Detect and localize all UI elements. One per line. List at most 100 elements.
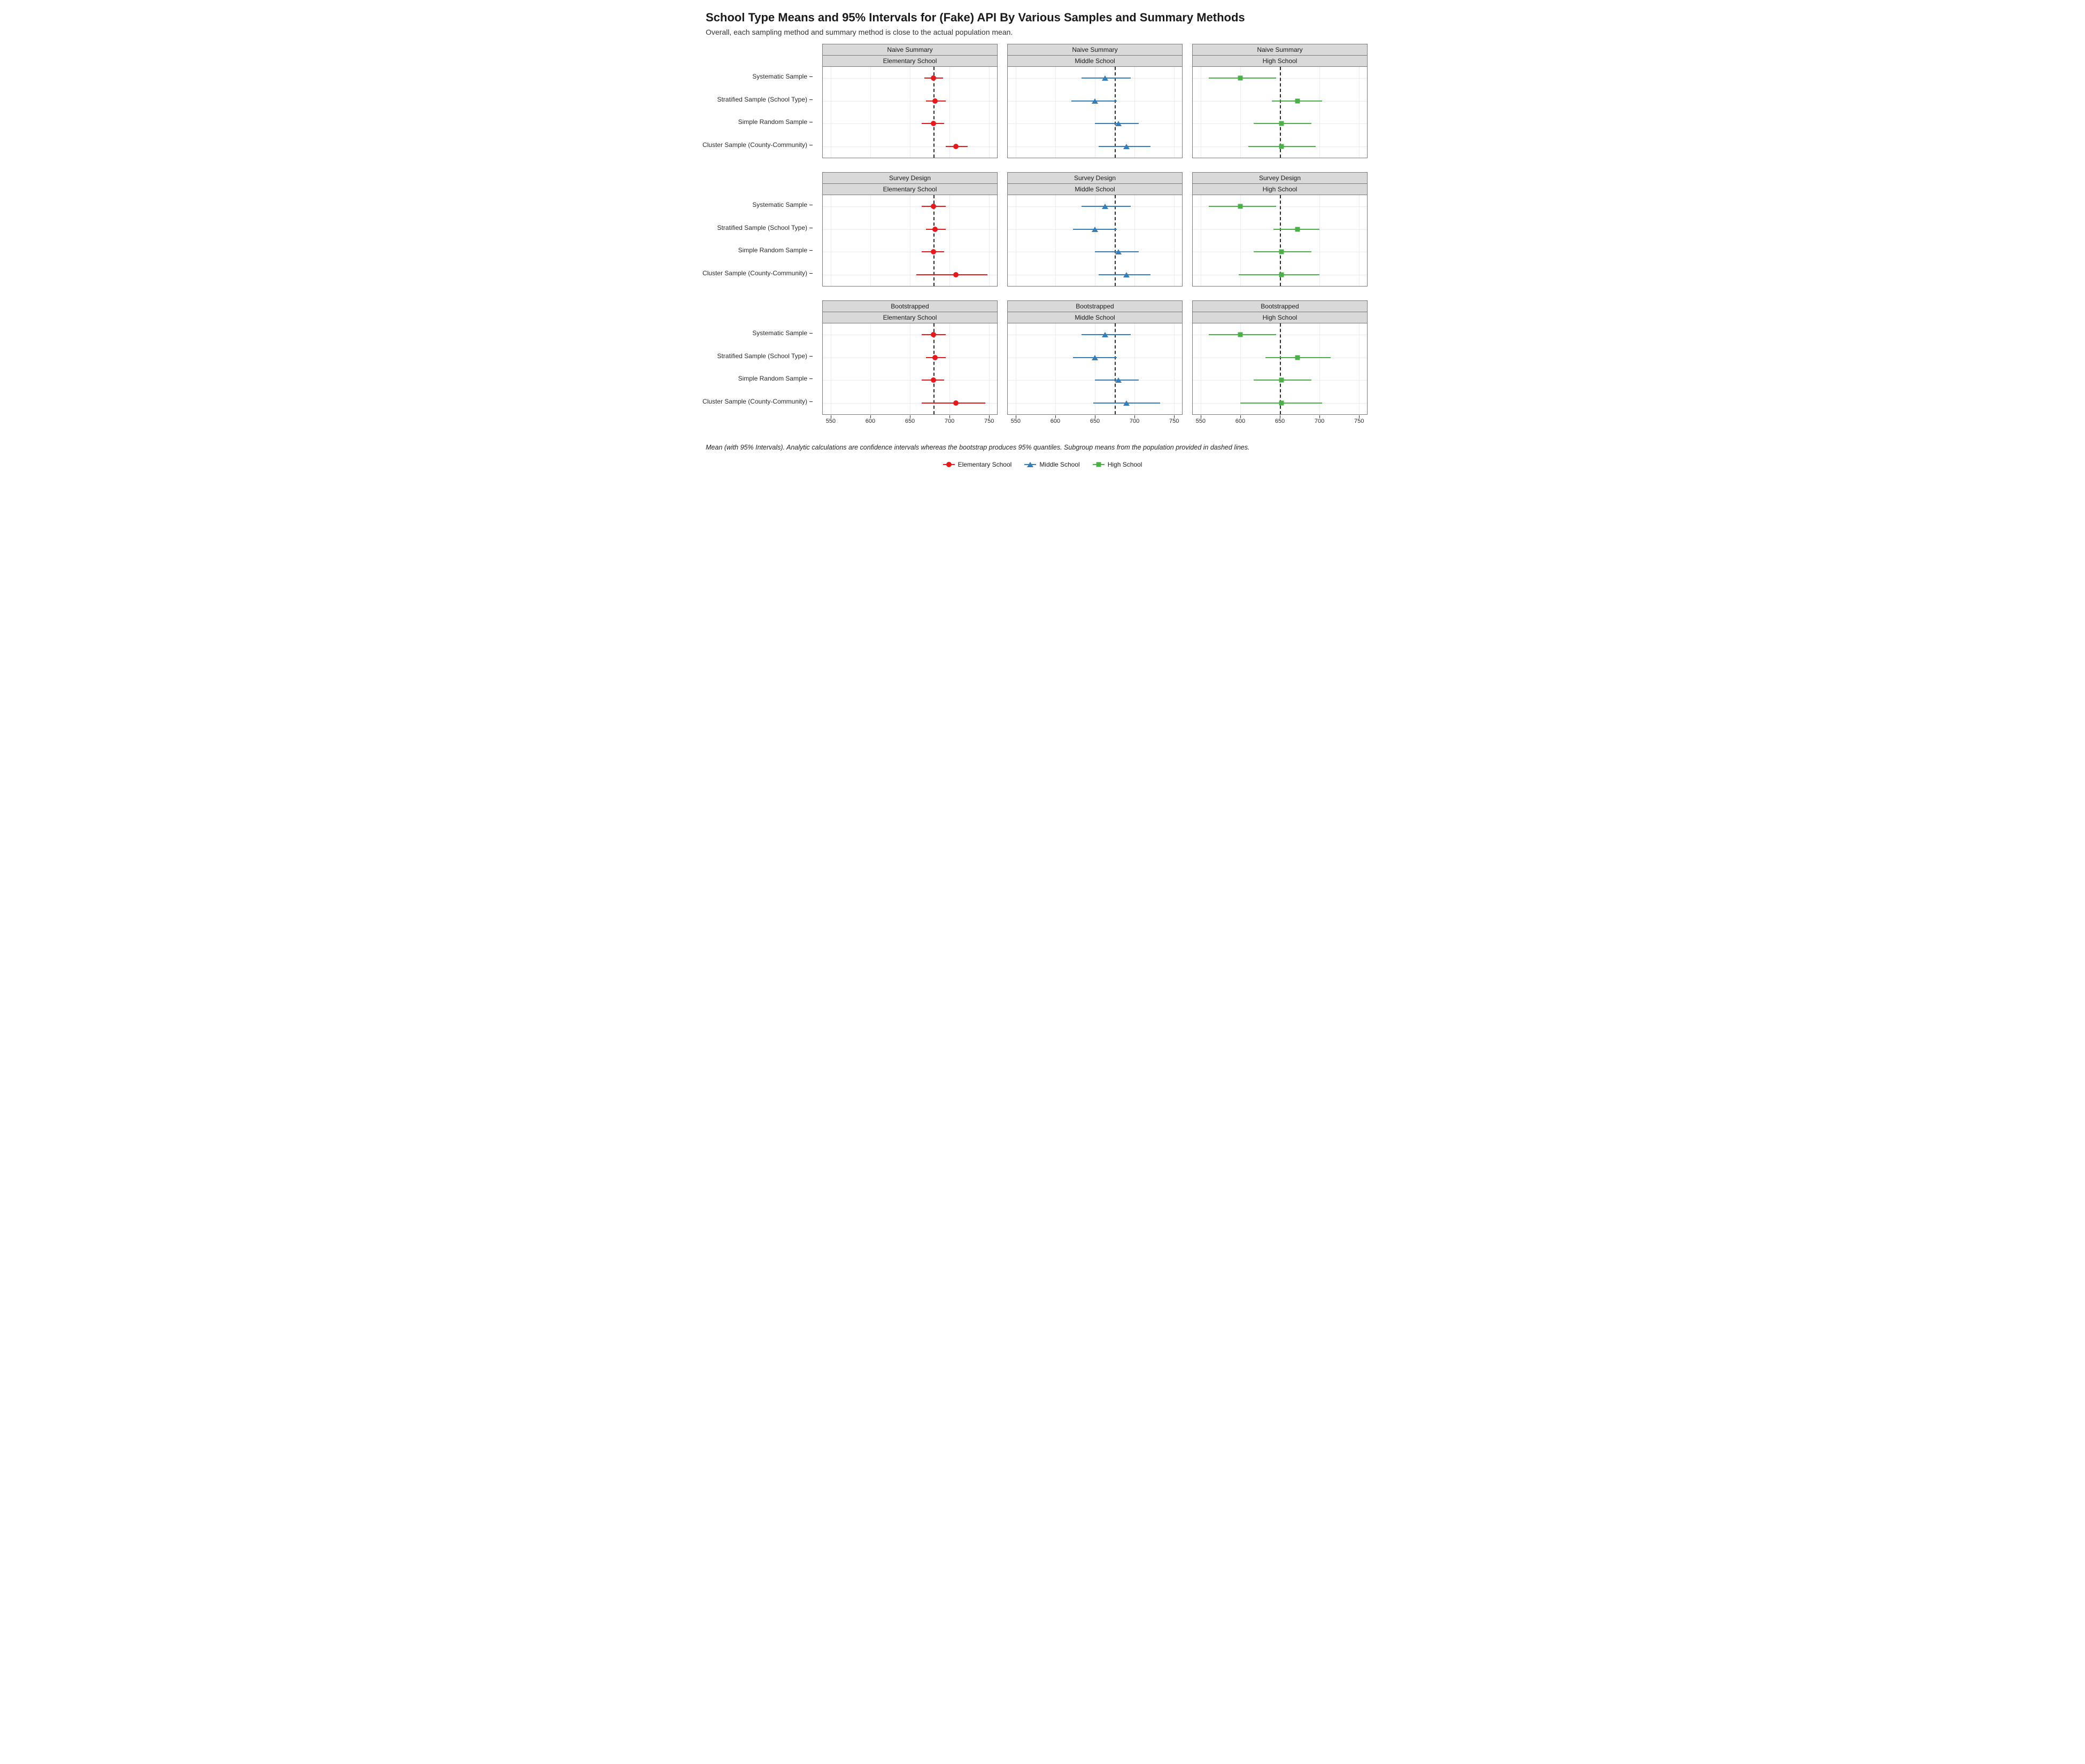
facet-panel: Survey DesignHigh School <box>1192 172 1368 287</box>
chart-subtitle: Overall, each sampling method and summar… <box>706 28 1379 36</box>
square-marker-icon <box>1238 76 1242 81</box>
x-tick-label: 650 <box>1275 418 1285 424</box>
square-marker-icon <box>1295 355 1300 360</box>
legend-label: Elementary School <box>958 461 1012 468</box>
x-tick-label: 600 <box>866 418 875 424</box>
plot-panel <box>1008 67 1182 158</box>
y-tick-label: Systematic Sample <box>752 201 807 208</box>
legend-label: High School <box>1108 461 1142 468</box>
y-tick-label: Simple Random Sample <box>738 246 807 254</box>
y-tick-label: Cluster Sample (County-Community) <box>702 141 807 149</box>
plot-panel <box>823 195 997 286</box>
legend-square-icon <box>1096 462 1101 467</box>
facet-strip-row: Bootstrapped <box>1008 301 1182 312</box>
square-marker-icon <box>1279 121 1284 126</box>
triangle-marker-icon <box>1092 355 1098 360</box>
facet-strip-col: Elementary School <box>823 312 997 323</box>
facet-strip-col: High School <box>1193 312 1367 323</box>
facet-strip-col: Middle School <box>1008 56 1182 67</box>
facet-strip-col: High School <box>1193 56 1367 67</box>
y-tick-label: Systematic Sample <box>752 73 807 80</box>
triangle-marker-icon <box>1092 98 1098 104</box>
facet-strip-row: Naive Summary <box>1008 44 1182 56</box>
plot-panel <box>1008 323 1182 414</box>
x-tick-label: 650 <box>1090 418 1100 424</box>
legend-triangle-icon <box>1027 462 1033 467</box>
square-marker-icon <box>1238 204 1242 209</box>
x-tick-label: 700 <box>1315 418 1324 424</box>
x-tick-label: 700 <box>1130 418 1139 424</box>
legend-item: Middle School <box>1024 461 1079 468</box>
plot-panel <box>1193 323 1367 414</box>
x-tick-label: 700 <box>945 418 954 424</box>
x-tick-label: 750 <box>1169 418 1179 424</box>
facet-strip-col: High School <box>1193 184 1367 195</box>
plot-panel <box>823 67 997 158</box>
y-tick-label: Cluster Sample (County-Community) <box>702 269 807 277</box>
y-axis-labels: Systematic Sample Stratified Sample (Scho… <box>706 172 813 285</box>
x-tick-label: 600 <box>1051 418 1060 424</box>
facet-strip-col: Elementary School <box>823 184 997 195</box>
chart-container: School Type Means and 95% Intervals for … <box>706 11 1379 469</box>
square-marker-icon <box>1279 400 1284 405</box>
square-marker-icon <box>1279 378 1284 383</box>
triangle-marker-icon <box>1102 75 1108 81</box>
y-tick-label: Stratified Sample (School Type) <box>717 352 807 360</box>
circle-marker-icon <box>931 377 936 383</box>
square-marker-icon <box>1279 144 1284 149</box>
triangle-marker-icon <box>1092 227 1098 232</box>
circle-marker-icon <box>931 121 936 126</box>
circle-marker-icon <box>931 75 936 81</box>
facet-strip-row: Naive Summary <box>823 44 997 56</box>
square-marker-icon <box>1295 98 1300 103</box>
facet-strip-col: Elementary School <box>823 56 997 67</box>
legend-label: Middle School <box>1039 461 1079 468</box>
facet-strip-row: Bootstrapped <box>1193 301 1367 312</box>
plot-panel <box>823 323 997 414</box>
circle-marker-icon <box>931 249 936 254</box>
legend-item: Elementary School <box>943 461 1012 468</box>
circle-marker-icon <box>953 144 959 149</box>
facet-strip-row: Survey Design <box>823 173 997 184</box>
plot-panel <box>1193 67 1367 158</box>
square-marker-icon <box>1295 227 1300 231</box>
triangle-marker-icon <box>1102 332 1108 337</box>
x-tick-label: 650 <box>905 418 915 424</box>
facet-strip-col: Middle School <box>1008 312 1182 323</box>
triangle-marker-icon <box>1115 249 1122 254</box>
x-tick-label: 550 <box>826 418 836 424</box>
reference-line <box>1115 323 1116 414</box>
legend-circle-icon <box>946 462 952 467</box>
triangle-marker-icon <box>1115 121 1122 126</box>
facet-panel: Survey DesignMiddle School <box>1007 172 1183 287</box>
y-tick-label: Simple Random Sample <box>738 118 807 126</box>
triangle-marker-icon <box>1123 144 1130 149</box>
y-tick-label: Stratified Sample (School Type) <box>717 224 807 231</box>
triangle-marker-icon <box>1102 204 1108 209</box>
facet-panel: Naive SummaryElementary School <box>822 44 998 158</box>
circle-marker-icon <box>931 332 936 337</box>
plot-panel <box>1193 195 1367 286</box>
square-marker-icon <box>1279 272 1284 277</box>
legend: Elementary School Middle School High Schoo… <box>706 461 1379 469</box>
x-axis: 550600650700750 <box>1007 416 1183 428</box>
facet-strip-col: Middle School <box>1008 184 1182 195</box>
y-tick-label: Cluster Sample (County-Community) <box>702 398 807 405</box>
triangle-marker-icon <box>1115 377 1122 383</box>
circle-marker-icon <box>932 355 938 360</box>
facet-strip-row: Survey Design <box>1008 173 1182 184</box>
reference-line <box>1115 195 1116 286</box>
facet-grid: Systematic Sample Stratified Sample (Scho… <box>706 44 1379 428</box>
triangle-marker-icon <box>1123 400 1130 406</box>
y-axis-labels: Systematic SampleStratified Sample (Scho… <box>706 44 813 157</box>
circle-marker-icon <box>931 204 936 209</box>
error-bar <box>916 274 987 275</box>
plot-panel <box>1008 195 1182 286</box>
y-axis-labels: Systematic SampleStratified Sample (Scho… <box>706 300 813 414</box>
circle-marker-icon <box>953 272 959 277</box>
facet-panel: Naive SummaryHigh School <box>1192 44 1368 158</box>
circle-marker-icon <box>953 400 959 406</box>
x-tick-label: 600 <box>1235 418 1245 424</box>
facet-panel: Naive SummaryMiddle School <box>1007 44 1183 158</box>
circle-marker-icon <box>932 98 938 104</box>
